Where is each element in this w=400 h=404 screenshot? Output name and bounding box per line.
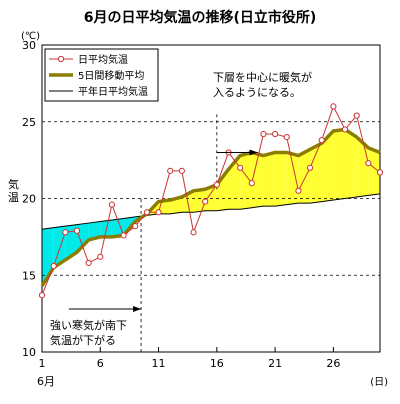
fill-above-normal — [345, 129, 357, 199]
annotation-cold-line-1: 気温が下がる — [50, 333, 116, 347]
y-axis-label-char-1: 温 — [8, 191, 19, 204]
series-line-normal — [41, 193, 381, 230]
daily-mean-point — [341, 126, 349, 133]
legend-label-daily-mean: 日平均気温 — [78, 53, 128, 66]
legend-label-normal: 平年日平均気温 — [78, 85, 148, 98]
grid-layer — [42, 114, 380, 352]
x-tick-label-1: 1 — [39, 357, 46, 370]
fill-below-normal — [100, 219, 112, 237]
daily-mean-point — [213, 181, 220, 188]
daily-mean-point — [155, 209, 162, 216]
fill-above-normal — [263, 152, 276, 207]
daily-mean-point — [143, 209, 150, 216]
daily-mean-point — [120, 232, 127, 239]
fill-above-normal — [216, 169, 229, 211]
legend-marker-daily-mean — [57, 55, 65, 63]
daily-mean-point — [353, 112, 360, 119]
annotation-warm-line-0: 下層を中心に暖気が — [213, 70, 312, 84]
daily-mean-point — [178, 167, 185, 174]
daily-mean-point — [38, 292, 46, 299]
fill-layer — [42, 129, 380, 286]
fill-below-normal — [111, 218, 124, 237]
daily-mean-point — [237, 164, 244, 171]
x-unit-label: (日) — [370, 377, 388, 388]
fill-above-normal — [310, 143, 322, 204]
fill-below-normal — [88, 221, 101, 240]
fill-above-normal — [205, 184, 217, 211]
daily-mean-point — [190, 229, 197, 236]
daily-mean-point — [318, 137, 325, 144]
daily-mean-point — [50, 262, 57, 270]
daily-mean-point — [132, 223, 139, 230]
daily-mean-point — [295, 187, 302, 194]
y-axis-label-char-0: 気 — [8, 177, 19, 191]
annotation-warm-arrowhead — [249, 149, 258, 156]
fill-above-normal — [251, 152, 264, 208]
daily-mean-point — [202, 198, 209, 205]
daily-mean-point — [62, 229, 69, 236]
daily-mean-point — [73, 227, 81, 234]
x-tick-label-11: 11 — [152, 357, 166, 370]
fill-above-normal — [240, 152, 252, 210]
daily-mean-point — [365, 160, 372, 167]
legend-label-moving-average: 5日間移動平均 — [78, 69, 144, 82]
daily-mean-point — [167, 167, 174, 174]
y-tick-label-15: 15 — [22, 269, 36, 282]
y-tick-label-10: 10 — [22, 346, 36, 359]
fill-above-normal — [321, 130, 334, 202]
x-tick-label-6: 6 — [97, 357, 104, 370]
fill-above-normal — [368, 147, 380, 196]
y-unit-label: (℃) — [21, 31, 40, 42]
annotation-cold-arrowhead — [133, 306, 142, 313]
annotation-warm-line-1: 入るようになる。 — [213, 86, 301, 99]
fill-above-normal — [193, 189, 206, 213]
chart-title: 6月の日平均気温の推移(日立市役所) — [84, 9, 317, 26]
x-month-label: 6月 — [37, 375, 55, 388]
annotation-cold-line-0: 強い寒気が南下 — [50, 318, 127, 332]
y-tick-label-30: 30 — [22, 39, 36, 52]
y-tick-label-25: 25 — [22, 116, 36, 129]
y-tick-label-20: 20 — [22, 193, 36, 206]
fill-above-normal — [228, 155, 241, 210]
daily-mean-point — [330, 103, 337, 110]
daily-mean-point — [306, 164, 314, 171]
daily-mean-point — [248, 180, 255, 187]
daily-mean-point — [108, 201, 116, 208]
fill-above-normal — [170, 196, 182, 214]
fill-below-normal — [65, 224, 77, 260]
x-tick-label-16: 16 — [210, 357, 224, 370]
fill-above-normal — [286, 152, 299, 205]
x-tick-label-21: 21 — [268, 357, 282, 370]
fill-above-normal — [298, 149, 311, 204]
daily-mean-point — [85, 259, 92, 267]
daily-mean-point — [283, 134, 290, 141]
daily-mean-point — [376, 169, 384, 176]
daily-mean-point — [272, 130, 279, 138]
daily-mean-point — [260, 130, 267, 138]
fill-above-normal — [275, 152, 287, 207]
plot-frame — [41, 44, 381, 353]
x-tick-label-26: 26 — [326, 357, 340, 370]
daily-mean-point — [97, 253, 104, 260]
fill-above-normal — [333, 129, 346, 201]
